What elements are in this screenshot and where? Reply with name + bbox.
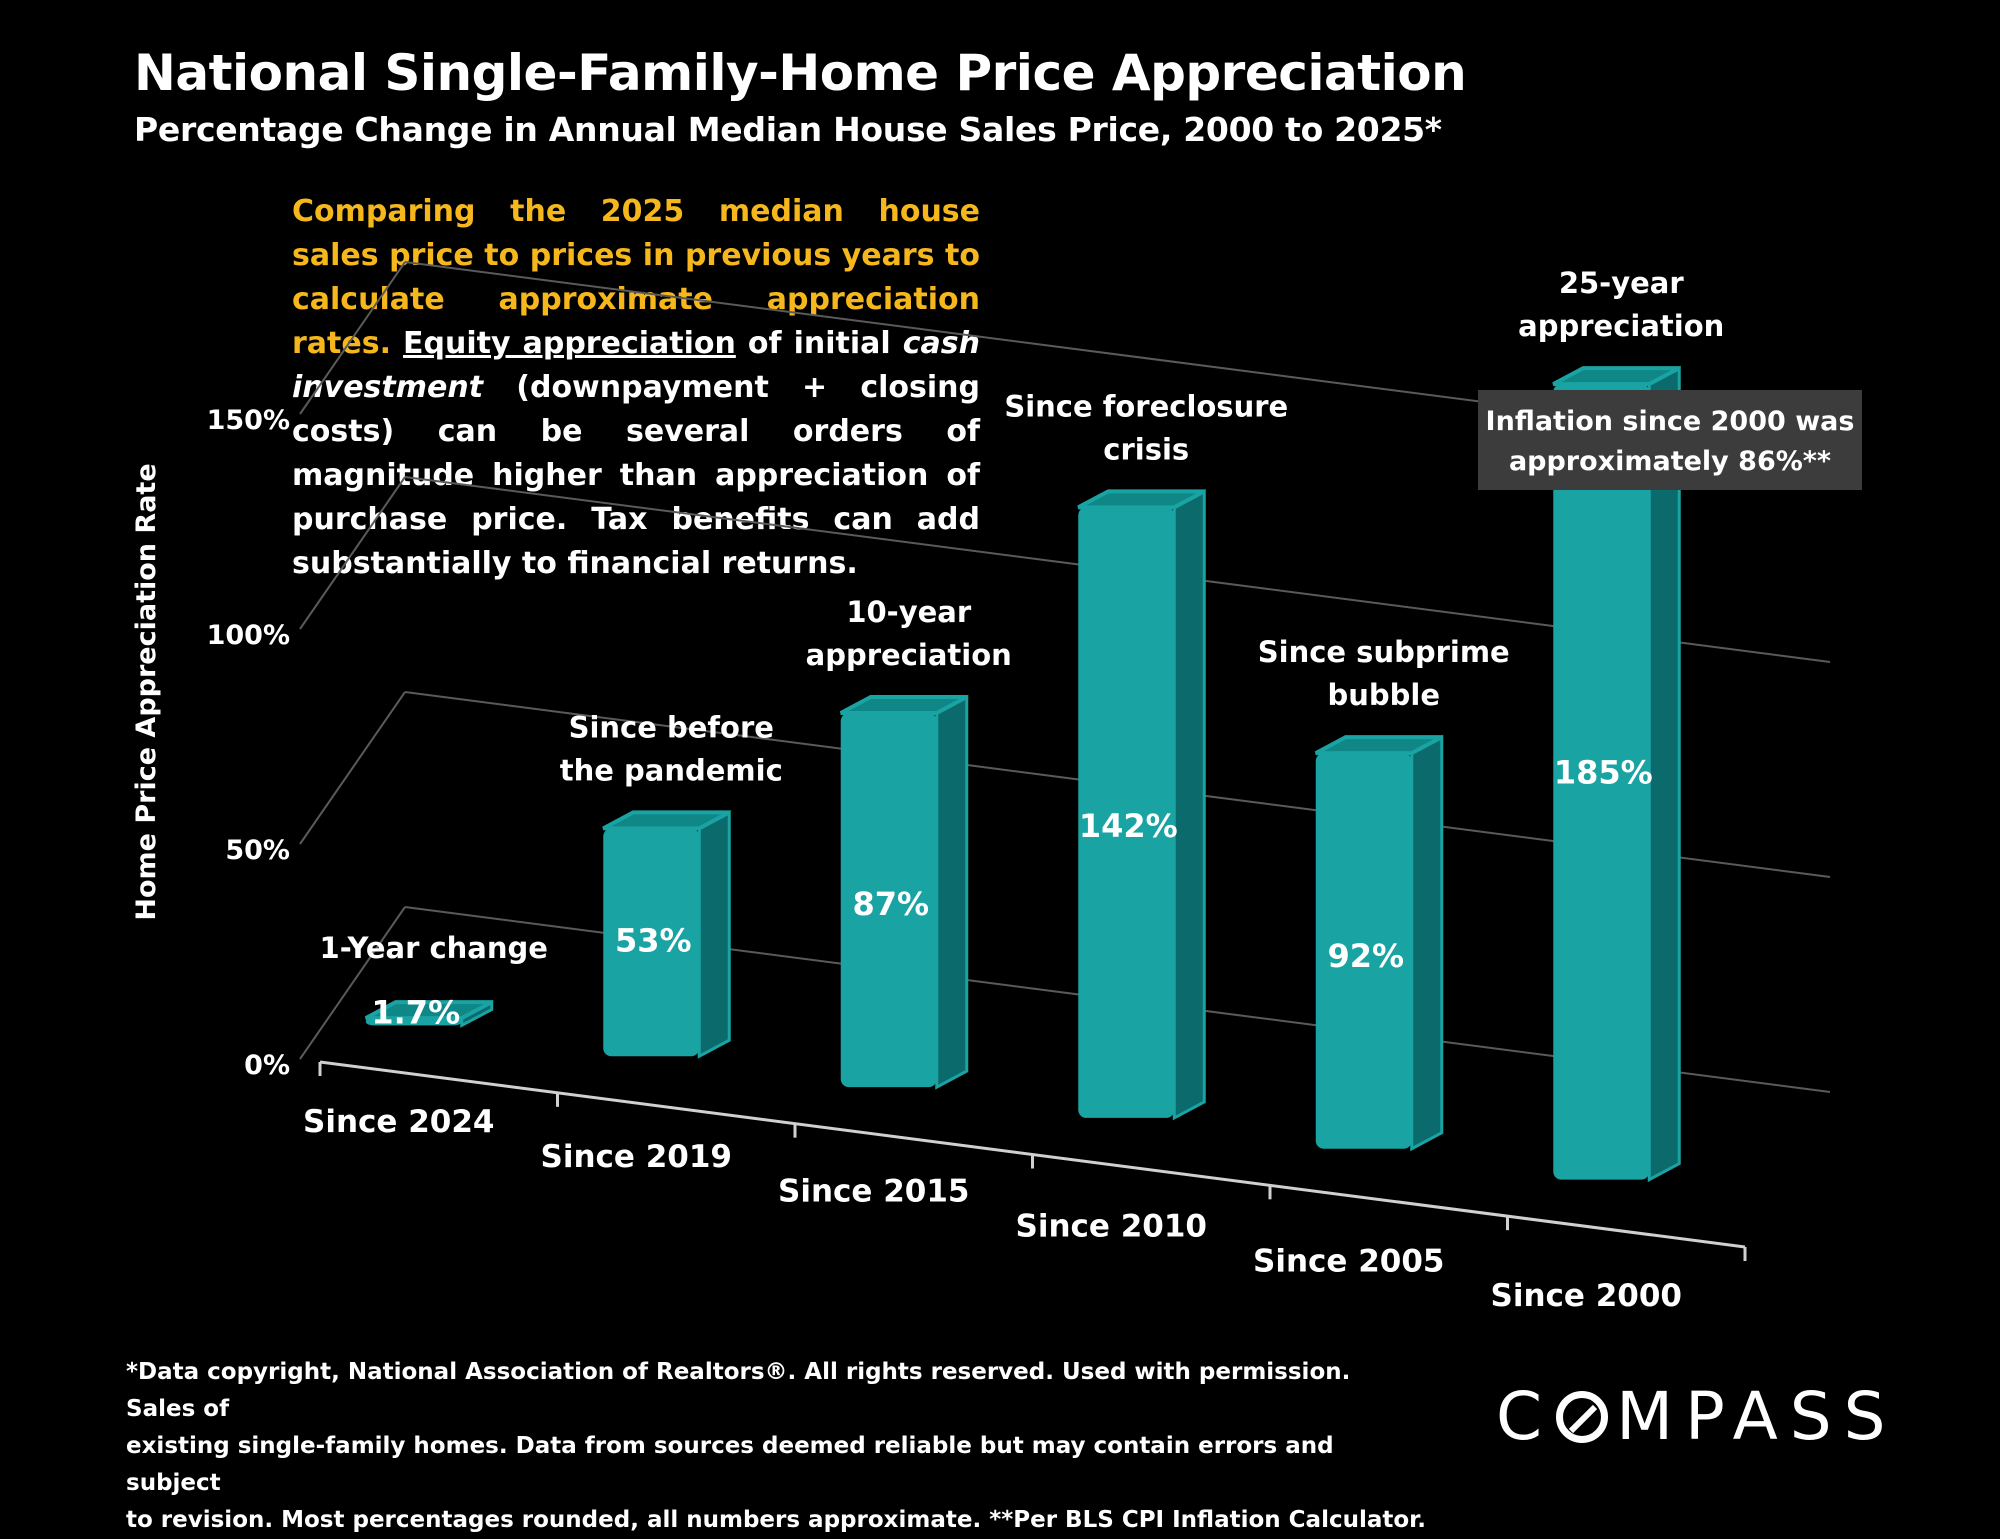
bar — [1078, 507, 1175, 1118]
bar-top — [1077, 489, 1206, 510]
bar-side — [1172, 488, 1206, 1121]
compass-ring-icon — [1556, 1391, 1609, 1443]
page-title: National Single-Family-Home Price Apprec… — [134, 44, 1467, 102]
bar-top — [1314, 735, 1443, 756]
bar-annotation: crisis — [1103, 432, 1189, 466]
bar — [603, 828, 700, 1057]
x-tick-label: Since 2019 — [541, 1139, 733, 1175]
data-label: 1.7% — [371, 993, 460, 1031]
chart-note: Comparing the 2025 median house sales pr… — [292, 190, 980, 586]
bar-top — [839, 694, 968, 715]
bar — [840, 712, 937, 1088]
note-italic: cash investment — [292, 326, 980, 405]
x-tick-label: Since 2010 — [1016, 1209, 1208, 1245]
bar-chart: 0% 50% 100% 150% Home Price Appreciation Rat… — [131, 261, 1862, 1314]
x-tick-label: Since 2000 — [1491, 1278, 1683, 1314]
bar-annotation: Since foreclosure — [1004, 389, 1288, 423]
bar-top — [602, 810, 731, 831]
gridline-side — [299, 691, 406, 845]
bar-side — [697, 809, 731, 1059]
data-label: 142% — [1079, 807, 1178, 845]
note-highlight: Comparing the 2025 median house sales pr… — [292, 194, 980, 361]
x-tick-label: Since 2024 — [303, 1104, 495, 1140]
bar-annotation: appreciation — [1518, 309, 1724, 343]
logo-text-start: C — [1496, 1378, 1555, 1455]
bar-annotation: bubble — [1327, 678, 1440, 712]
bar-annotation: appreciation — [806, 638, 1012, 672]
y-axis-label: Home Price Appreciation Rate — [131, 463, 162, 920]
data-label: 87% — [852, 885, 929, 923]
compass-logo: C MPASS — [1496, 1378, 1898, 1455]
data-label: 185% — [1554, 754, 1653, 792]
bar — [1315, 753, 1412, 1149]
bar-side — [935, 694, 969, 1090]
inflation-callout-box — [1478, 390, 1862, 490]
gridline-side — [299, 261, 406, 415]
data-label: 92% — [1327, 937, 1404, 975]
footnote-line: existing single-family homes. Data from … — [126, 1433, 1334, 1496]
bar-annotation: Since subprime — [1258, 635, 1510, 669]
data-label: 53% — [615, 921, 692, 959]
note-underlined: Equity appreciation — [403, 326, 736, 361]
bar-side — [1410, 734, 1444, 1152]
note-text-2: (downpayment + closing costs) can be sev… — [292, 370, 980, 581]
y-tick-label: 150% — [207, 405, 290, 436]
page-subtitle: Percentage Change in Annual Median House… — [134, 110, 1442, 149]
y-tick-label: 100% — [207, 620, 290, 651]
bar-annotation: 1-Year change — [320, 931, 548, 965]
bar-annotation: Since before — [569, 710, 774, 744]
note-text-1: of initial — [735, 326, 903, 361]
inflation-callout-text: approximately 86%** — [1509, 446, 1831, 477]
logo-text-end: MPASS — [1616, 1378, 1898, 1455]
footnote-line: *Data copyright, National Association of… — [126, 1359, 1351, 1422]
bar-top — [364, 1000, 493, 1021]
y-tick-label: 0% — [244, 1050, 290, 1081]
footnote: *Data copyright, National Association of… — [126, 1354, 1426, 1539]
bar — [1553, 384, 1650, 1180]
y-tick-label: 50% — [225, 835, 290, 866]
bar-annotation: 10-year — [846, 595, 972, 629]
gridline-side — [299, 476, 406, 630]
bar-top — [1552, 366, 1681, 387]
footnote-line: to revision. Most percentages rounded, a… — [126, 1507, 1426, 1533]
bar-annotation: the pandemic — [560, 753, 783, 787]
gridline-side — [299, 906, 406, 1060]
inflation-callout-text: Inflation since 2000 was — [1486, 406, 1855, 437]
x-tick-label: Since 2005 — [1253, 1243, 1445, 1279]
x-tick-label: Since 2015 — [778, 1174, 970, 1210]
bar-annotation: 25-year — [1559, 266, 1685, 300]
